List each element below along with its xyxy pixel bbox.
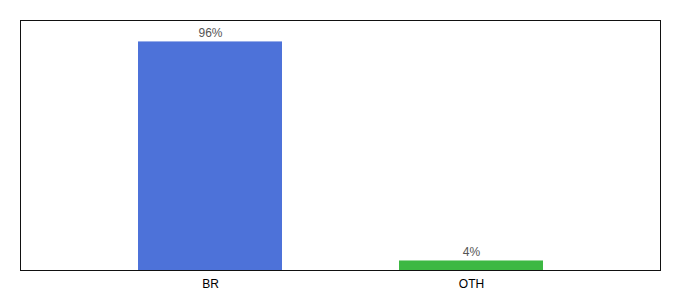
svg-text:4%: 4%: [463, 245, 481, 259]
svg-text:OTH: OTH: [459, 277, 484, 291]
svg-text:96%: 96%: [198, 26, 222, 40]
svg-text:BR: BR: [202, 277, 219, 291]
